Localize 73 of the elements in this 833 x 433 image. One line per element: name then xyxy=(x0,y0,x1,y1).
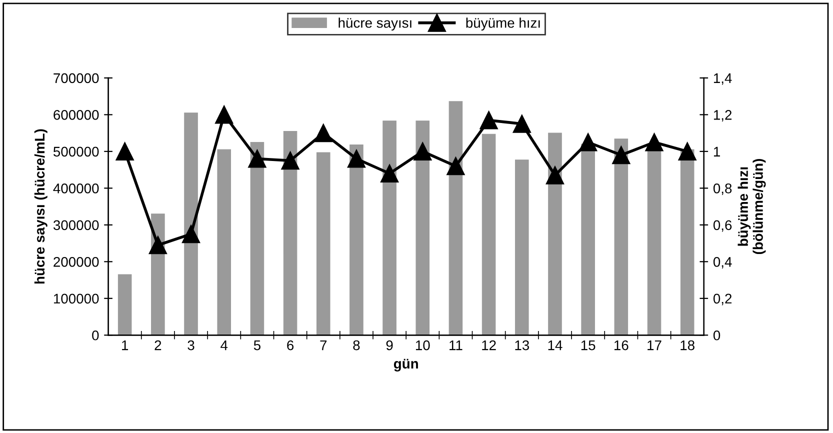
point xyxy=(446,157,465,176)
x-tick-label: 4 xyxy=(220,340,228,350)
bar xyxy=(680,149,694,336)
point xyxy=(314,124,332,142)
y2-tick-label: 1,4 xyxy=(714,73,732,85)
y-tick-label: 700000 xyxy=(54,73,99,84)
x-tick-label: 3 xyxy=(188,340,194,350)
y2-tick-label: 1,2 xyxy=(714,110,732,122)
x-tick-label: 11 xyxy=(450,340,462,350)
bar xyxy=(382,120,396,336)
bar xyxy=(482,134,496,336)
point xyxy=(182,225,200,244)
bar xyxy=(581,144,595,336)
point xyxy=(678,142,696,160)
point xyxy=(215,106,234,124)
x-tick-label: 14 xyxy=(548,340,562,350)
y2-tick-label: 0,2 xyxy=(713,294,732,306)
bar xyxy=(416,120,430,336)
point xyxy=(512,114,531,133)
bar xyxy=(184,112,198,336)
bar xyxy=(316,152,330,336)
x-tick-label: 7 xyxy=(320,340,327,350)
x-tick-label: 1 xyxy=(122,340,128,350)
x-tick-label: 10 xyxy=(416,340,430,350)
x-tick-label: 9 xyxy=(386,340,393,350)
y2-axis-title: büyüme hızı (bölünme/gün) xyxy=(738,159,766,254)
y-tick-label: 500000 xyxy=(53,146,99,157)
x-tick-label: 6 xyxy=(287,340,294,350)
point xyxy=(414,142,432,160)
y2-tick-label: 1 xyxy=(714,146,720,156)
x-tick-label: 12 xyxy=(482,340,496,350)
x-tick-label: 13 xyxy=(515,340,530,350)
bar xyxy=(350,144,364,336)
bar xyxy=(548,132,562,336)
legend-label: hücre sayısı xyxy=(338,18,412,31)
y-tick-label: 300000 xyxy=(53,220,99,230)
bar xyxy=(250,142,264,336)
point xyxy=(281,152,300,170)
y2-tick-label: 0,4 xyxy=(713,256,732,268)
y-tick-label: 100000 xyxy=(54,294,99,304)
point xyxy=(645,133,664,152)
bar xyxy=(614,138,628,336)
y2-tick-label: 0,8 xyxy=(713,184,732,195)
bar xyxy=(217,149,231,336)
y-axis-title: hücre sayısı (hücre/mL) xyxy=(34,129,48,284)
bar xyxy=(118,274,132,336)
y-tick-label: 0 xyxy=(92,330,99,340)
y-tick-label: 600000 xyxy=(54,110,99,120)
x-axis-title: gün xyxy=(394,358,418,372)
y2-tick-label: 0,6 xyxy=(713,220,732,232)
bar xyxy=(448,101,463,336)
y2-tick-label: 0 xyxy=(713,330,720,340)
bar xyxy=(515,160,529,336)
x-tick-label: 15 xyxy=(581,340,596,350)
point xyxy=(116,142,134,160)
point xyxy=(612,146,630,164)
legend-label: büyüme hızı xyxy=(466,18,540,31)
x-tick-label: 5 xyxy=(254,340,260,350)
point xyxy=(480,111,498,130)
x-tick-label: 18 xyxy=(680,340,694,350)
x-tick-label: 16 xyxy=(614,340,628,350)
point xyxy=(579,133,598,152)
x-tick-label: 8 xyxy=(353,340,360,350)
point xyxy=(546,166,564,184)
point xyxy=(248,150,266,168)
x-tick-label: 17 xyxy=(648,340,662,350)
point xyxy=(380,164,399,182)
y-tick-label: 400000 xyxy=(53,184,99,194)
point xyxy=(347,150,366,168)
point xyxy=(148,236,167,254)
x-tick-label: 2 xyxy=(154,340,162,350)
bar xyxy=(283,130,298,336)
y-tick-label: 200000 xyxy=(54,256,99,267)
